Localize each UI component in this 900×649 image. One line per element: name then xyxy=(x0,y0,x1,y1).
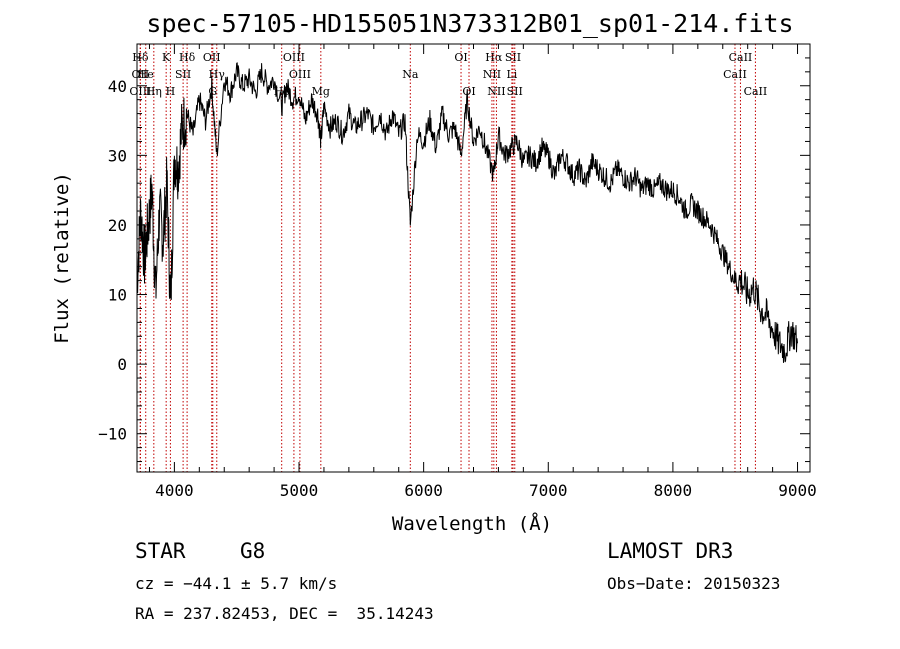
spectral-line-label: K xyxy=(162,51,171,64)
spectrum-data-layer xyxy=(136,62,798,363)
spectral-line-label: Hγ xyxy=(209,68,226,81)
spectral-lines-layer: HδOIIOIIIHeHηKHSIIHδOIIHγGHβOIIIOIIIMgNa… xyxy=(129,44,767,472)
y-tick-label: 10 xyxy=(108,286,127,305)
plot-frame xyxy=(136,43,811,473)
coordinates: RA = 237.82453, DEC = 35.14243 xyxy=(135,604,434,623)
chart-title: spec-57105-HD155051N373312B01_sp01-214.f… xyxy=(146,9,793,38)
spectral-line-label: Hη xyxy=(146,85,162,98)
object-class: STAR xyxy=(135,539,186,563)
spectral-line-label: CaII xyxy=(729,51,753,64)
spectral-line-label: OIII xyxy=(283,51,305,64)
axes-layer: 4000 5000 6000 7000 8000 9000 −10 0 10 20 30 40 xyxy=(98,44,817,500)
spectral-line-label: CaII xyxy=(723,68,747,81)
object-subclass: G8 xyxy=(240,539,266,563)
x-tick-label: 6000 xyxy=(404,481,443,500)
spectral-line-label: Li xyxy=(506,68,517,81)
spectral-line-label: H xyxy=(166,85,176,98)
spectral-line-label: Hα xyxy=(485,51,503,64)
y-tick-label: −10 xyxy=(98,425,127,444)
y-tick-label: 20 xyxy=(108,216,127,235)
x-tick-label: 4000 xyxy=(155,481,194,500)
spectral-line-label: Mg xyxy=(312,85,330,98)
spectral-line-label: OIII xyxy=(129,85,151,98)
spectral-line-label: OI xyxy=(462,85,475,98)
y-tick-label: 0 xyxy=(117,355,127,374)
x-tick-label: 5000 xyxy=(280,481,319,500)
spectral-line-label: He xyxy=(138,68,154,81)
redshift-velocity: cz = −44.1 ± 5.7 km/s xyxy=(135,574,338,593)
spectral-line-label: OII xyxy=(203,51,221,64)
x-axis-label: Wavelength (Å) xyxy=(392,512,552,535)
spectral-line-label: OI xyxy=(454,51,467,64)
spectral-line-label: SII xyxy=(507,85,523,98)
spectral-line-label: Hδ xyxy=(179,51,196,64)
observation-date: Obs−Date: 20150323 xyxy=(607,574,781,593)
spectral-line-label: OIII xyxy=(289,68,311,81)
spectral-line-label: G xyxy=(208,85,217,98)
y-axis-label: Flux (relative) xyxy=(51,172,73,344)
x-tick-label: 8000 xyxy=(654,481,693,500)
spectral-line-label: Na xyxy=(402,68,419,81)
spectral-line-label: CaII xyxy=(744,85,768,98)
spectral-line-label: SII xyxy=(175,68,191,81)
y-tick-label: 30 xyxy=(108,146,127,165)
spectrum-series-line xyxy=(136,62,798,363)
y-tick-label: 40 xyxy=(108,77,127,96)
spectral-line-label: OII xyxy=(132,68,150,81)
x-tick-label: 9000 xyxy=(778,481,817,500)
x-tick-label: 7000 xyxy=(529,481,568,500)
survey-name: LAMOST DR3 xyxy=(607,539,734,563)
spectral-line-label: NII xyxy=(483,68,501,81)
spectral-line-label: SII xyxy=(505,51,521,64)
spectral-line-label: NII xyxy=(487,85,505,98)
